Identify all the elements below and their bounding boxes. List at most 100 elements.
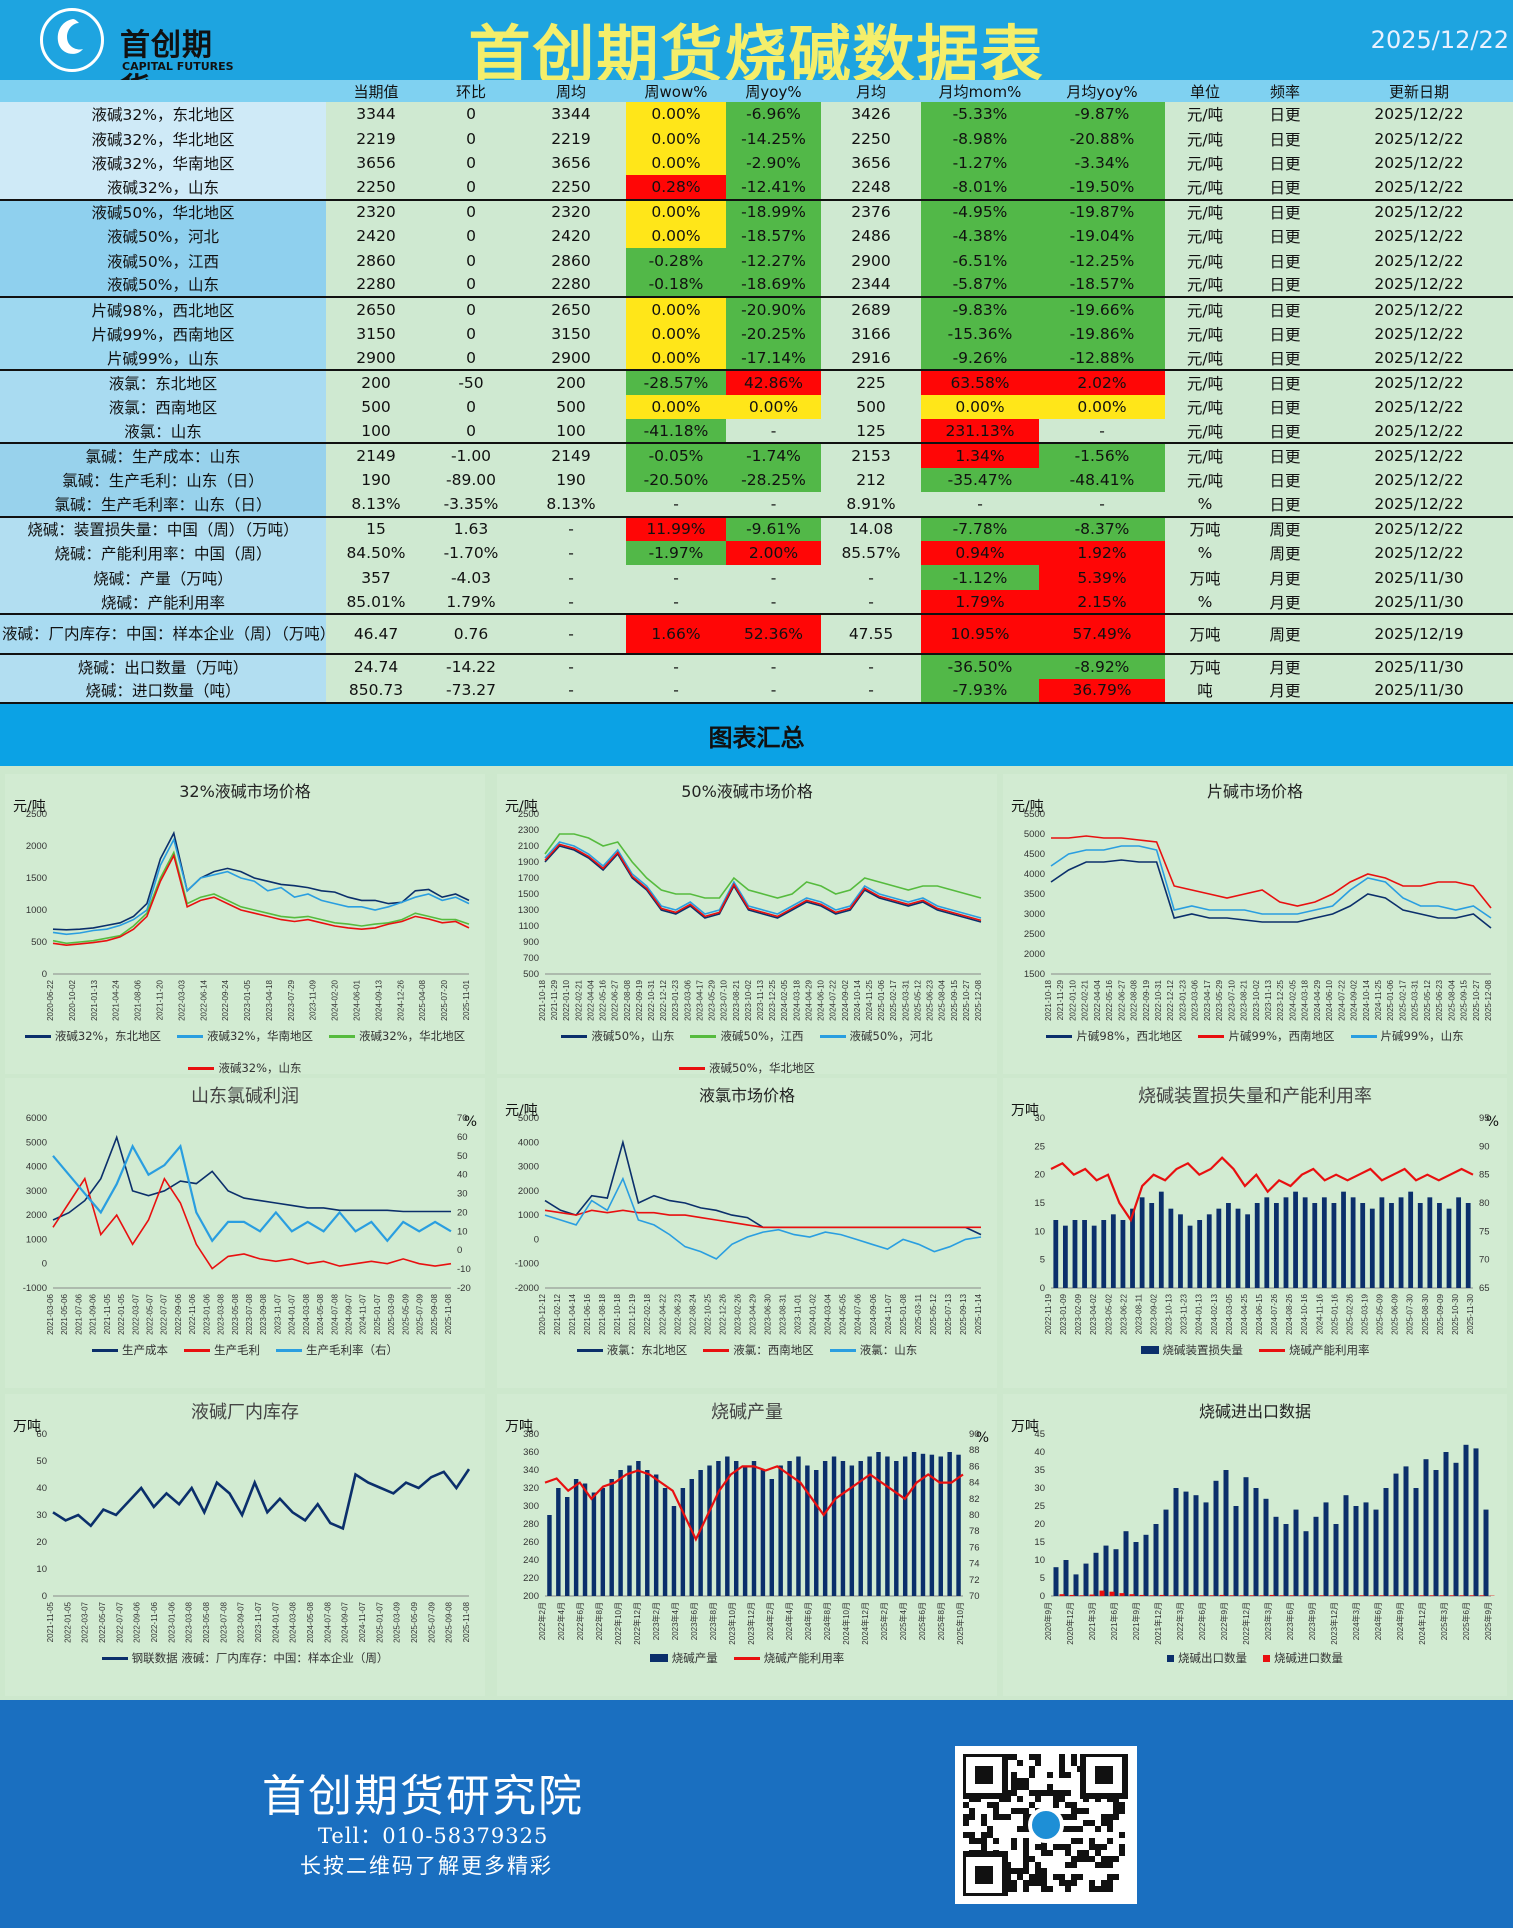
cell-unit: 元/吨	[1165, 150, 1245, 176]
x-tick-label: 2021年6月	[1109, 1602, 1119, 1640]
y-tick-label: 280	[523, 1519, 539, 1530]
cell-wow: 1.66%	[626, 614, 726, 656]
x-tick-label: 2025年6月	[1461, 1602, 1471, 1640]
x-tick-label: 2024-07-22	[829, 979, 838, 1020]
cell-wyoy: -20.25%	[726, 321, 821, 346]
cell-myoy: 2.15%	[1039, 589, 1165, 616]
legend-item: 烧碱产能利用率	[733, 1650, 844, 1666]
column-header: 当期值	[353, 82, 399, 101]
x-tick-label: 2025-03-09	[393, 1601, 402, 1642]
cell-mavg: 2376	[821, 199, 921, 224]
x-tick-label: 2021-10-18	[613, 1293, 622, 1334]
y-tick-label: 700	[523, 953, 539, 964]
bar-mark	[1459, 1595, 1465, 1596]
cell-freq: 日更	[1245, 102, 1325, 127]
cell-mavg: 2900	[821, 248, 921, 273]
bar-mark	[1168, 1208, 1174, 1288]
y-tick-label: 2500	[26, 809, 47, 820]
x-tick-label: 2021-03-06	[46, 1293, 55, 1334]
bar-mark	[1289, 1595, 1295, 1596]
cell-myoy: -18.57%	[1039, 272, 1165, 299]
bar-mark	[1091, 1225, 1097, 1288]
cell-unit: 元/吨	[1165, 272, 1245, 299]
cell-mom: -8.98%	[921, 126, 1039, 151]
y-tick-label: 20	[36, 1537, 47, 1548]
series-line	[52, 1134, 451, 1221]
bar-mark	[787, 1461, 792, 1596]
x-tick-label: 2025年8月	[936, 1602, 946, 1640]
bar-mark	[591, 1492, 597, 1596]
x-tick-label: 2024年12月	[1417, 1602, 1427, 1645]
footer-org-name: 首创期货研究院	[262, 1771, 584, 1822]
y-tick-label: 2000	[518, 1186, 539, 1197]
bar-mark	[573, 1479, 579, 1596]
y2-tick-label: 30	[457, 1189, 468, 1200]
cell-wyoy: -20.90%	[726, 297, 821, 322]
bar-mark	[1360, 1203, 1366, 1288]
bar-mark	[733, 1461, 739, 1596]
qr-code-icon[interactable]	[955, 1746, 1137, 1904]
x-tick-label: 2021-10-18	[1044, 979, 1053, 1020]
cell-wyoy: -9.61%	[726, 516, 821, 542]
chart-4: 山东氯碱利润% -1000 0 1000 2000 3000 4000 5000 6000 -20…	[5, 1078, 485, 1388]
cell-hb: 0	[426, 126, 516, 151]
y-axis-unit: 元/吨	[13, 799, 46, 815]
bar-mark	[1187, 1225, 1193, 1288]
bar-mark	[636, 1461, 641, 1596]
cell-myoy: -1.56%	[1039, 443, 1165, 468]
row-indicator-name: 液氯：西南地区	[0, 394, 326, 420]
chart-title: 烧碱产量	[711, 1402, 783, 1423]
x-tick-label: 2024-03-08	[302, 1293, 311, 1334]
cell-date: 2025/12/22	[1325, 102, 1513, 127]
y2-tick-label: 72	[969, 1575, 980, 1586]
bar-mark	[1254, 1203, 1260, 1288]
cell-cur: 2219	[326, 126, 426, 151]
bar-mark	[1053, 1220, 1059, 1288]
legend-item: 生产成本	[92, 1342, 168, 1358]
row-indicator-name: 片碱99%，山东	[0, 345, 326, 372]
y2-tick-label: 78	[969, 1526, 980, 1537]
page-title: 首创期货烧碱数据表	[468, 18, 1045, 91]
cell-myoy: 0.00%	[1039, 394, 1165, 420]
cell-mavg: 14.08	[821, 516, 921, 542]
x-tick-label: 2023-12-25	[768, 979, 777, 1020]
series-line	[52, 1176, 452, 1270]
y2-tick-label: 50	[457, 1151, 468, 1162]
bar-mark	[920, 1453, 926, 1596]
x-tick-label: 2025-09-08	[430, 1293, 439, 1334]
cell-wow: -0.28%	[626, 248, 726, 273]
legend-label: 片碱99%，山东	[1380, 1029, 1464, 1043]
x-tick-label: 2024-06-10	[1325, 979, 1334, 1020]
y2-axis-unit: %	[975, 1430, 989, 1446]
bar-mark	[840, 1461, 846, 1596]
bar-mark	[1245, 1214, 1251, 1288]
cell-cur: 2320	[326, 199, 426, 224]
x-tick-label: 2021-07-06	[74, 1293, 83, 1334]
legend-item: 液碱32%，华南地区	[176, 1028, 313, 1044]
cell-wavg: 2860	[516, 248, 626, 273]
cell-mavg: 2689	[821, 297, 921, 322]
x-tick-label: 2025-12-08	[974, 979, 983, 1020]
row-indicator-name: 氯碱：生产毛利率：山东（日）	[0, 492, 326, 518]
x-tick-label: 2025年2月	[879, 1602, 889, 1640]
legend-label: 液碱50%，河北	[849, 1029, 933, 1043]
bar-mark	[1133, 1542, 1139, 1596]
cell-mavg: 2344	[821, 272, 921, 299]
x-tick-label: 2024-01-07	[271, 1601, 280, 1642]
table-row: 烧碱：装置损失量：中国（周）（万吨） 15 1.63-11.99% -9.61% 14.…	[0, 516, 1513, 542]
cell-wavg: 190	[516, 467, 626, 493]
x-tick-label: 2025年6月	[917, 1602, 927, 1640]
x-tick-label: 2025-01-07	[373, 1293, 382, 1334]
x-tick-label: 2022-01-10	[562, 979, 571, 1020]
y-tick-label: 500	[31, 937, 47, 948]
bar-mark	[1329, 1595, 1335, 1596]
cell-wavg: 2420	[516, 223, 626, 249]
y-tick-label: 220	[523, 1573, 539, 1584]
cell-unit: 元/吨	[1165, 175, 1245, 201]
y-tick-label: 2100	[518, 841, 539, 852]
bar-mark	[1199, 1595, 1205, 1596]
bar-mark	[1313, 1516, 1319, 1596]
cell-wow: -	[626, 654, 726, 679]
x-tick-label: 2022年2月	[537, 1602, 547, 1640]
chart-title: 山东氯碱利润	[191, 1086, 299, 1107]
